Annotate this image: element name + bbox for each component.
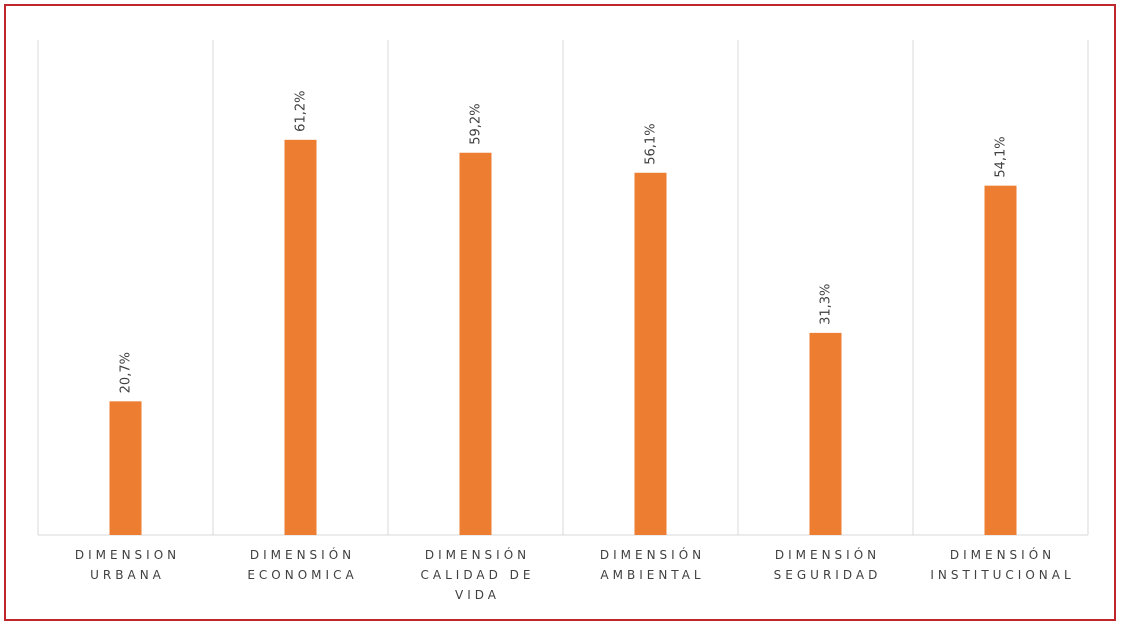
category-label: DIMENSIÓN AMBIENTAL bbox=[600, 547, 705, 582]
bar-data-label: 61,2% bbox=[294, 91, 309, 132]
bar-data-label: 59,2% bbox=[469, 103, 484, 144]
bar bbox=[459, 152, 492, 536]
category-label: DIMENSIÓN CALIDAD DE VIDA bbox=[421, 547, 535, 602]
bar-data-label: 54,1% bbox=[994, 136, 1009, 177]
bar bbox=[809, 332, 842, 535]
category-label: DIMENSIÓN ECONOMICA bbox=[247, 547, 357, 582]
category-label: DIMENSION URBANA bbox=[75, 548, 180, 582]
bar-chart: 20,7% DIMENSION URBANA 61,2% DIMENSIÓN ECONOM… bbox=[37, 40, 1089, 602]
bar-data-label: 20,7% bbox=[119, 352, 134, 393]
bar bbox=[984, 185, 1017, 535]
category-label: DIMENSIÓN SEGURIDAD bbox=[774, 547, 882, 582]
bar-data-label: 56,1% bbox=[644, 123, 659, 164]
bar bbox=[109, 401, 142, 535]
chart-frame: 20,7% DIMENSION URBANA 61,2% DIMENSIÓN ECONOM… bbox=[4, 4, 1116, 621]
bar-data-label: 31,3% bbox=[819, 284, 834, 325]
category-label: DIMENSIÓN INSTITUCIONAL bbox=[930, 547, 1074, 582]
bar bbox=[634, 172, 667, 536]
bar bbox=[284, 139, 317, 535]
